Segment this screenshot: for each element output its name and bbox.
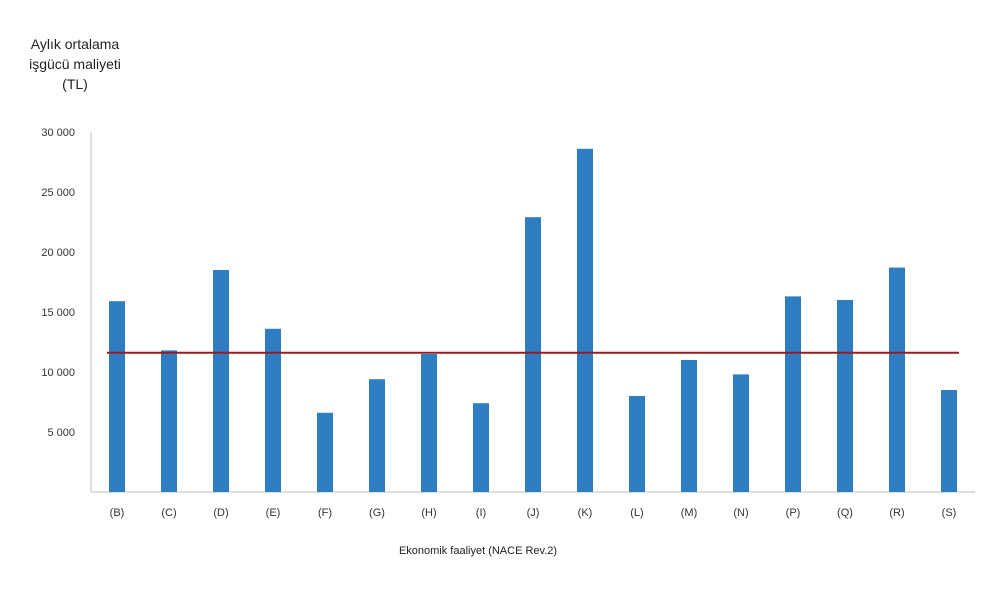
x-tick-label: (E) — [266, 507, 281, 519]
x-tick-label: (Q) — [837, 507, 853, 519]
y-tick-label: 20 000 — [41, 247, 75, 259]
bar — [681, 360, 697, 492]
x-tick-label: (G) — [369, 507, 385, 519]
x-tick-label: (J) — [527, 507, 540, 519]
bar — [265, 328, 281, 492]
y-axis-title-line: Aylık ortalama — [30, 36, 120, 52]
bar — [785, 296, 801, 492]
bar — [733, 374, 749, 492]
y-axis-title-line: (TL) — [62, 76, 88, 92]
bar — [577, 148, 593, 493]
x-tick-label: (L) — [630, 507, 643, 519]
bar — [213, 270, 229, 492]
y-tick-label: 30 000 — [41, 127, 75, 139]
bar — [889, 267, 905, 492]
x-tick-label: (K) — [578, 507, 593, 519]
y-tick-label: 15 000 — [41, 307, 75, 319]
x-tick-label: (C) — [161, 507, 176, 519]
x-tick-label: (D) — [213, 507, 228, 519]
x-tick-label: (F) — [318, 507, 332, 519]
bar — [629, 396, 645, 492]
y-tick-label: 10 000 — [41, 367, 75, 379]
x-axis-title: Ekonomik faaliyet (NACE Rev.2) — [398, 545, 558, 557]
bar — [317, 412, 333, 492]
y-axis-title: Aylık ortalama işgücü maliyeti (TL) — [0, 34, 150, 94]
y-axis-title-line: işgücü maliyeti — [29, 56, 121, 72]
bar — [109, 301, 125, 492]
x-tick-label: (B) — [110, 507, 125, 519]
x-tick-label: (R) — [889, 507, 904, 519]
x-tick-label: (P) — [786, 507, 801, 519]
bar — [161, 350, 177, 492]
y-tick-label: 25 000 — [41, 187, 75, 199]
bar — [941, 390, 957, 492]
x-tick-label: (N) — [733, 507, 748, 519]
x-tick-label: (S) — [942, 507, 957, 519]
x-tick-label: (M) — [681, 507, 698, 519]
bar — [473, 403, 489, 492]
bar — [421, 354, 437, 492]
bar — [369, 379, 385, 492]
bar — [525, 217, 541, 492]
x-tick-label: (I) — [476, 507, 486, 519]
x-tick-label: (H) — [421, 507, 436, 519]
bar — [837, 300, 853, 492]
y-tick-label: 5 000 — [47, 427, 75, 439]
